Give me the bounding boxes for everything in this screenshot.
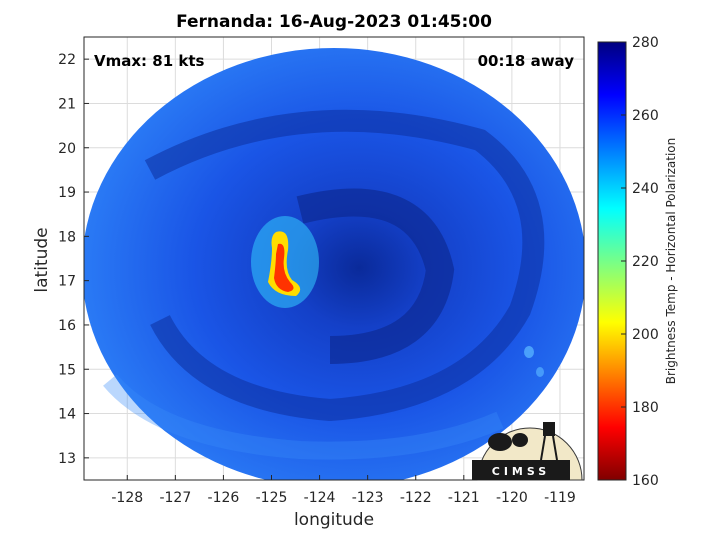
rainband-outer <box>144 109 545 422</box>
small-convective-cell <box>536 367 544 377</box>
x-axis-label: longitude <box>293 510 375 530</box>
y-tick-label: 21 <box>58 96 76 112</box>
colorbar-tick-label: 200 <box>632 327 659 343</box>
x-tick-label: -127 <box>159 490 191 506</box>
x-tick-label: -123 <box>352 490 384 506</box>
small-convective-cell <box>524 346 534 358</box>
y-tick-label: 13 <box>58 451 76 467</box>
x-tick-label: -122 <box>400 490 432 506</box>
x-tick-label: -126 <box>208 490 240 506</box>
satellite-dish-icon <box>488 433 512 451</box>
y-tick-label: 15 <box>58 362 76 378</box>
colorbar-tick-label: 260 <box>632 108 659 124</box>
logo-text: CIMSS <box>492 465 550 478</box>
colorbar-tick-label: 160 <box>632 473 659 489</box>
colorbar-tick-label: 220 <box>632 254 659 270</box>
x-tick-label: -119 <box>544 490 576 506</box>
y-tick-label: 22 <box>58 52 76 68</box>
x-tick-label: -121 <box>448 490 480 506</box>
x-tick-label: -128 <box>111 490 143 506</box>
swath-image <box>84 48 584 480</box>
logo-banner <box>472 460 570 480</box>
water-tower-icon <box>543 422 555 436</box>
swath-edge-band <box>103 374 504 460</box>
figure-title: Fernanda: 16-Aug-2023 01:45:00 <box>176 12 492 32</box>
y-axis-label: latitude <box>32 227 52 293</box>
map-ticks: -128 -127 -126 -125 -124 -123 -122 -121 -120 -119… <box>58 52 576 506</box>
colorbar-tick-label: 280 <box>632 35 659 51</box>
colorbar-ticks: 280 260 240 220 200 180 160 <box>621 35 659 489</box>
rainband-inner <box>296 188 455 364</box>
colorbar-tick-label: 180 <box>632 400 659 416</box>
x-tick-label: -120 <box>496 490 528 506</box>
y-tick-label: 14 <box>58 407 76 423</box>
vmax-label: Vmax: 81 kts <box>94 52 205 70</box>
y-tick-label: 20 <box>58 141 76 157</box>
x-tick-label: -125 <box>256 490 288 506</box>
colorbar-tick-label: 240 <box>632 181 659 197</box>
satellite-dish-icon <box>512 433 528 447</box>
eyewall-core <box>274 243 294 292</box>
y-tick-label: 16 <box>58 318 76 334</box>
cimss-logo: CIMSS <box>472 422 583 481</box>
x-tick-label: -124 <box>304 490 336 506</box>
colorbar-label: Brightness Temp - Horizontal Polarizatio… <box>664 137 678 385</box>
y-tick-label: 18 <box>58 229 76 245</box>
y-tick-label: 19 <box>58 185 76 201</box>
y-tick-label: 17 <box>58 274 76 290</box>
time-offset-label: 00:18 away <box>477 52 574 70</box>
map-axes-frame <box>83 36 585 481</box>
